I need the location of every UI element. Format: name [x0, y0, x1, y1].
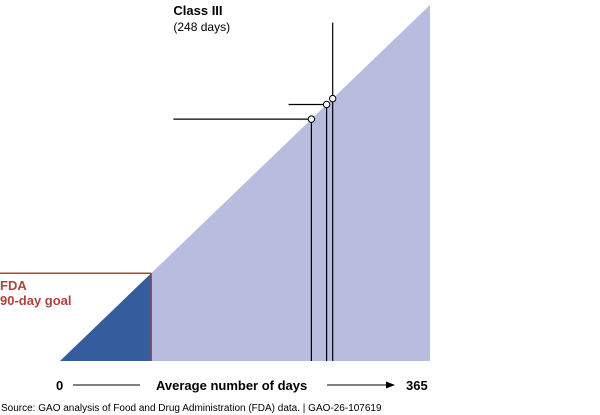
marker-class-label: Class III	[173, 3, 222, 18]
goal-label-line2: 90-day goal	[0, 293, 72, 308]
days-area	[60, 5, 430, 361]
goal-area	[60, 273, 152, 361]
x-axis-label: Average number of days	[156, 378, 307, 393]
marker-days-label: (248 days)	[173, 20, 230, 34]
goal-label-line1: FDA	[0, 278, 27, 293]
x-axis-start-label: 0	[56, 378, 63, 393]
class-markers: Class III(248 days)Class I(263 days)Clas…	[173, 3, 337, 361]
source-note: Source: GAO analysis of Food and Drug Ad…	[1, 403, 382, 414]
marker-point	[307, 115, 316, 123]
x-axis-end-label: 365	[406, 378, 428, 393]
marker-point	[322, 100, 331, 109]
marker-point	[328, 94, 337, 103]
x-axis-arrowhead	[386, 381, 395, 389]
